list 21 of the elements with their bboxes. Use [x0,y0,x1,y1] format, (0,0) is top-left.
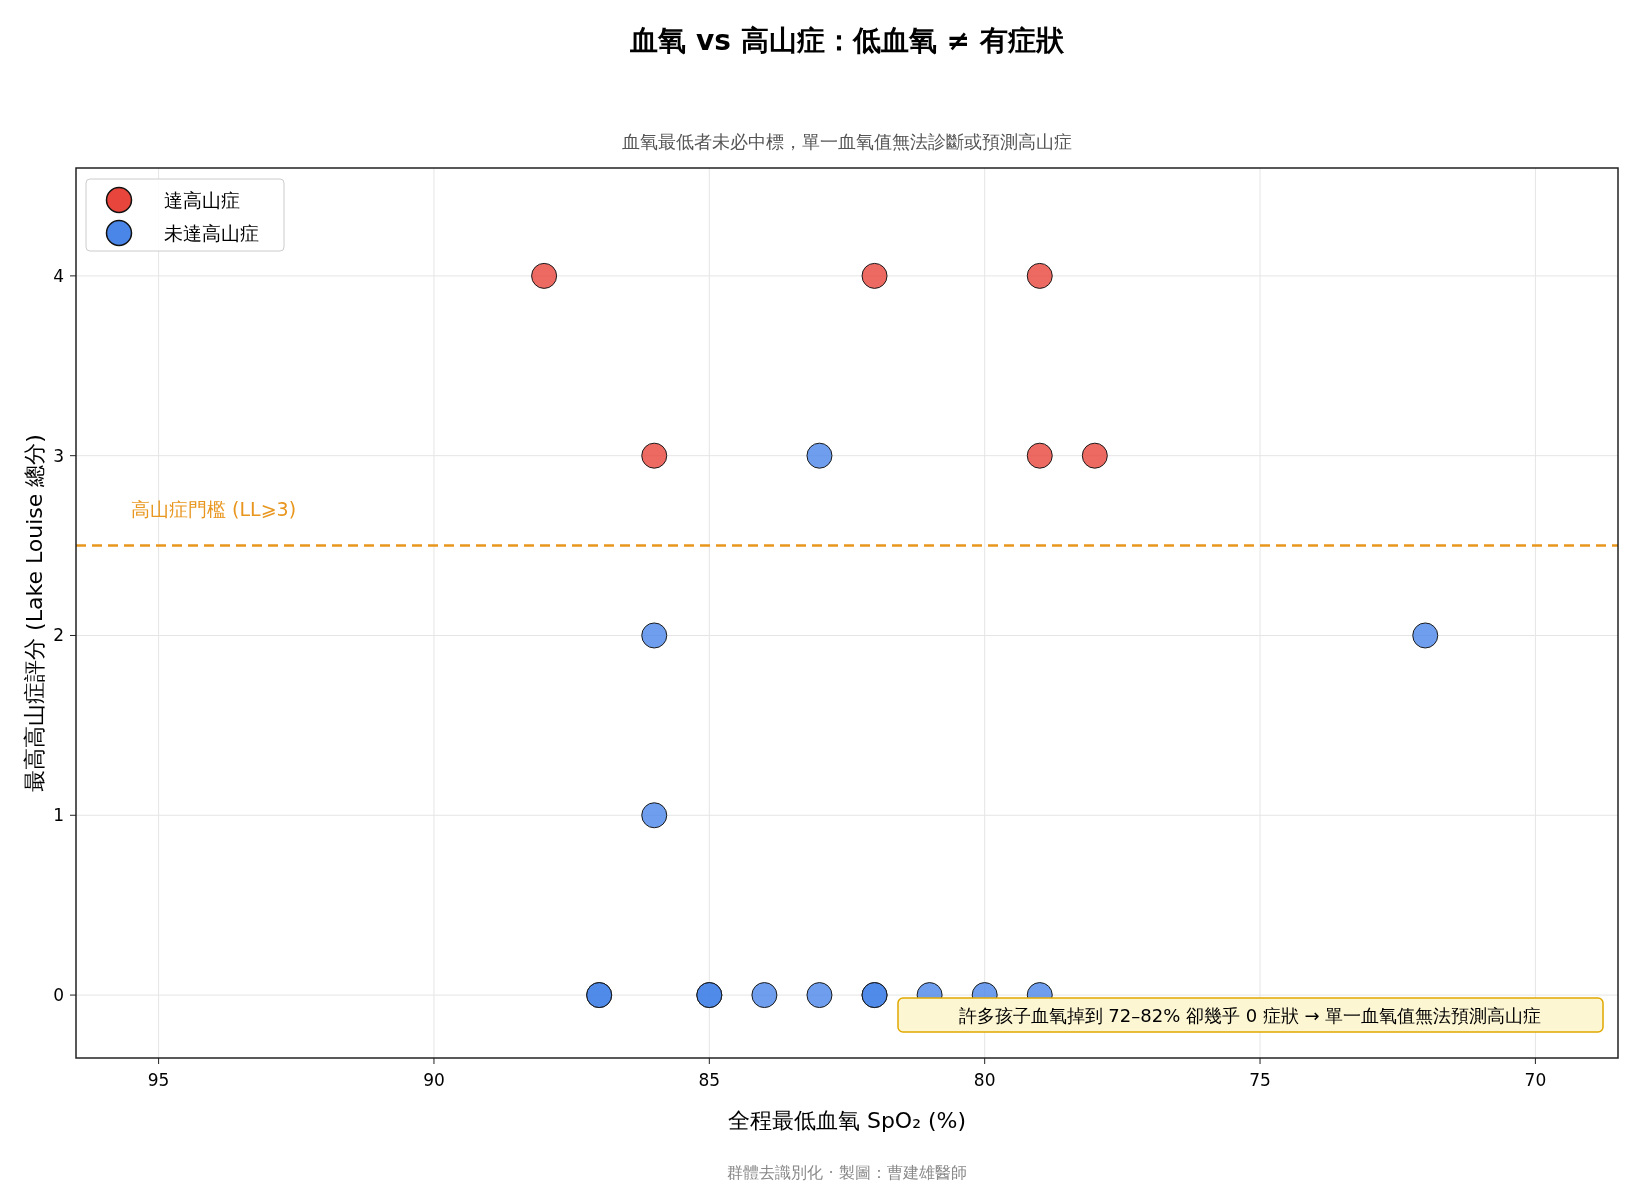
ref-line-label: 高山症門檻 (LL⩾3) [131,497,297,520]
x-tick-label: 95 [147,1070,170,1090]
annotation: 許多孩子血氧掉到 72–82% 卻幾乎 0 症狀 → 單一血氧值無法預測高山症 [958,1005,1542,1026]
legend-label: 達高山症 [164,189,240,211]
chart-subtitle: 血氧最低者未必中標，單一血氧值無法診斷或預測高山症 [622,131,1072,152]
legend-label: 未達高山症 [164,222,259,244]
y-axis-title: 最高高山症評分 (Lake Louise 總分) [22,434,47,792]
y-tick-label: 0 [53,985,64,1006]
x-tick-label: 75 [1249,1070,1271,1090]
y-tick-label: 2 [53,625,64,646]
y-tick-label: 4 [53,265,64,286]
x-tick-label: 80 [973,1070,996,1090]
y-tick-label: 3 [53,445,64,466]
x-axis-title: 全程最低血氧 SpO₂ (%) [727,1108,967,1133]
y-tick-label: 1 [53,805,64,826]
chart-title: 血氧 vs 高山症：低血氧 ≠ 有症狀 [629,24,1065,57]
x-tick-label: 70 [1524,1070,1547,1090]
text: 群體去識別化 · 製圖：曹建雄醫師 [727,1163,967,1182]
x-tick-label: 90 [423,1070,445,1090]
note-box: 許多孩子血氧掉到 72–82% 卻幾乎 0 症狀 → 單一血氧值無法預測高山症 [897,997,1604,1033]
x-tick-label: 85 [698,1070,721,1090]
